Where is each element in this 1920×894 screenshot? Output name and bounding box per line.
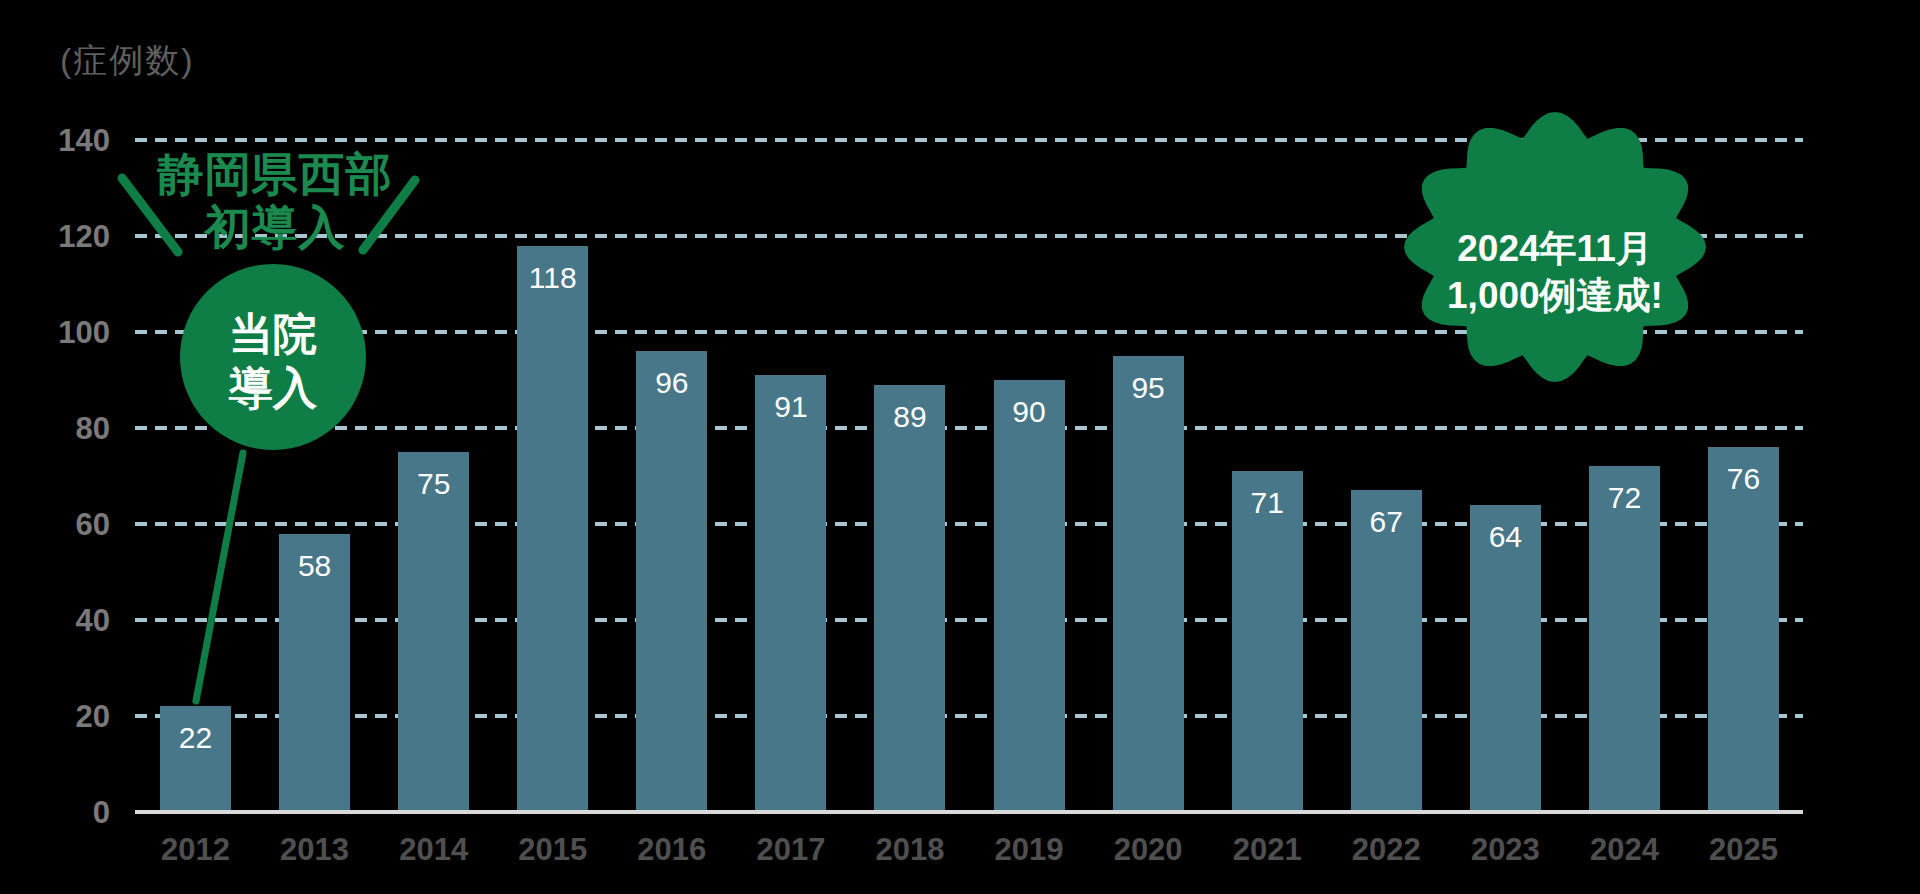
hospital-adoption-line1: 当院	[229, 307, 317, 361]
region-first-line1: 静岡県西部	[135, 148, 415, 201]
milestone-line2: 1,000例達成!	[1447, 272, 1663, 319]
region-first-annotation: 静岡県西部 初導入	[135, 148, 415, 254]
case-count-bar-chart: (症例数) 0204060801001201402220125820137520…	[0, 0, 1920, 894]
hospital-adoption-line2: 導入	[229, 361, 317, 415]
region-first-line2: 初導入	[135, 201, 415, 254]
hospital-adoption-badge: 当院 導入	[180, 264, 366, 450]
milestone-line1: 2024年11月	[1457, 225, 1652, 272]
adoption-connector-line	[196, 453, 243, 701]
